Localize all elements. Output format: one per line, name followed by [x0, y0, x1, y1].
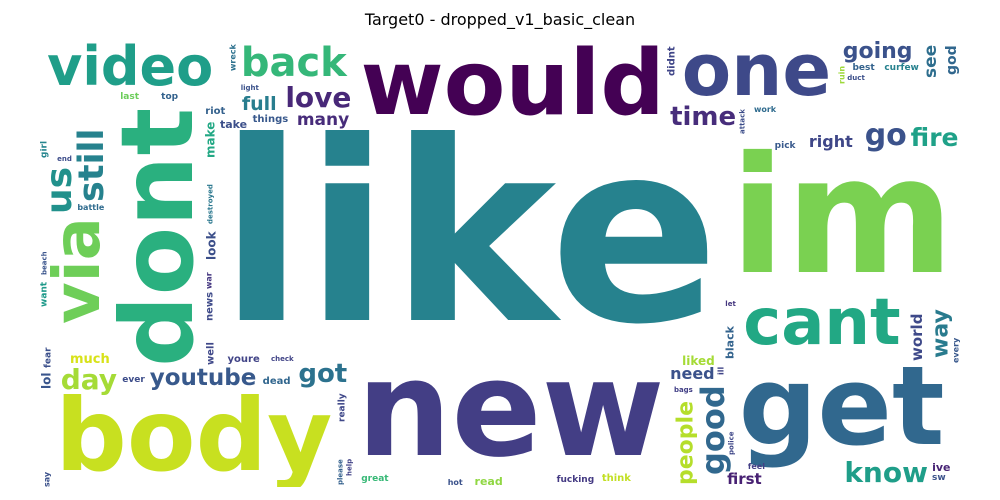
chart-title: Target0 - dropped_v1_basic_clean — [364, 10, 636, 29]
word-every: every — [951, 337, 960, 364]
word-get: get — [738, 342, 945, 471]
word-curfew: curfew — [884, 63, 919, 74]
word-day: day — [60, 362, 118, 396]
word-things: things — [252, 113, 289, 125]
word-really: really — [337, 393, 348, 423]
word-attack: attack — [738, 109, 747, 135]
word-want: want — [40, 281, 50, 307]
word-full: full — [241, 92, 277, 115]
word-pick: pick — [774, 140, 796, 151]
word-look: look — [204, 231, 219, 260]
word-would: would — [360, 40, 665, 137]
word-ruin: ruin — [837, 66, 847, 85]
word-video: video — [47, 40, 214, 98]
word-know: know — [844, 456, 928, 487]
word-one: one — [681, 40, 832, 112]
word-time: time — [670, 101, 737, 132]
word-destroyed: destroyed — [206, 184, 215, 225]
word-got: got — [298, 358, 348, 389]
word-first: first — [727, 469, 762, 487]
word-duct: duct — [847, 74, 865, 83]
word-feel: feel — [747, 462, 765, 472]
word-ive: ive — [932, 461, 951, 475]
word-world: world — [908, 313, 927, 361]
word-well: well — [205, 342, 217, 366]
word-war: war — [204, 272, 214, 289]
word-cloud: like new im get body dont would one video via peop… — [40, 40, 960, 487]
word-top: top — [161, 92, 179, 103]
word-see: see — [920, 44, 941, 78]
word-love: love — [285, 80, 352, 114]
word-lol: lol — [40, 372, 53, 389]
word-take: take — [219, 117, 248, 131]
word-ill: ill — [716, 366, 726, 375]
word-good: good — [693, 385, 732, 476]
word-beach: beach — [40, 251, 49, 275]
word-light: light — [240, 84, 259, 93]
word-last: last — [120, 92, 140, 103]
word-please: please — [336, 459, 345, 486]
word-liked: liked — [682, 353, 715, 368]
word-right: right — [808, 132, 853, 152]
word-didnt: didnt — [666, 46, 678, 77]
word-bags: bags — [673, 386, 693, 395]
word-end: end — [57, 154, 72, 163]
word-say: say — [42, 471, 52, 487]
word-police: police — [727, 431, 736, 456]
word-check: check — [270, 354, 294, 363]
word-body: body — [55, 377, 333, 487]
word-go: go — [864, 118, 907, 154]
word-let: let — [725, 299, 736, 308]
word-going: going — [842, 40, 913, 65]
word-like: like — [218, 87, 720, 379]
word-riot: riot — [205, 106, 226, 118]
word-fear: fear — [43, 347, 54, 368]
word-many: many — [296, 110, 350, 131]
word-im: im — [729, 123, 955, 312]
word-best: best — [852, 63, 875, 74]
word-dead: dead — [262, 375, 291, 387]
word-back: back — [240, 40, 347, 87]
word-great: great — [361, 474, 389, 485]
word-hot: hot — [447, 478, 463, 487]
word-help: help — [345, 458, 354, 476]
word-cant: cant — [743, 285, 901, 360]
word-new: new — [356, 333, 665, 487]
word-work: work — [753, 105, 777, 115]
word-think: think — [601, 473, 631, 485]
word-via: via — [40, 217, 115, 325]
word-news: news — [204, 292, 216, 322]
word-youre: youre — [227, 353, 260, 365]
word-need: need — [670, 363, 715, 383]
word-much: much — [69, 351, 110, 367]
word-read: read — [474, 474, 503, 487]
word-still: still — [72, 128, 113, 203]
word-make: make — [203, 121, 218, 158]
word-way: way — [928, 308, 954, 358]
word-god: god — [944, 45, 960, 75]
word-fucking: fucking — [556, 474, 595, 485]
word-battle: battle — [77, 203, 105, 213]
word-girl: girl — [40, 141, 49, 159]
word-black: black — [723, 326, 737, 360]
word-ever: ever — [122, 374, 145, 385]
word-youtube: youtube — [149, 364, 257, 391]
word-wreck: wreck — [228, 43, 238, 71]
word-dont: dont — [99, 107, 217, 367]
word-fire: fire — [910, 123, 959, 153]
word-sw: sw — [931, 473, 946, 484]
